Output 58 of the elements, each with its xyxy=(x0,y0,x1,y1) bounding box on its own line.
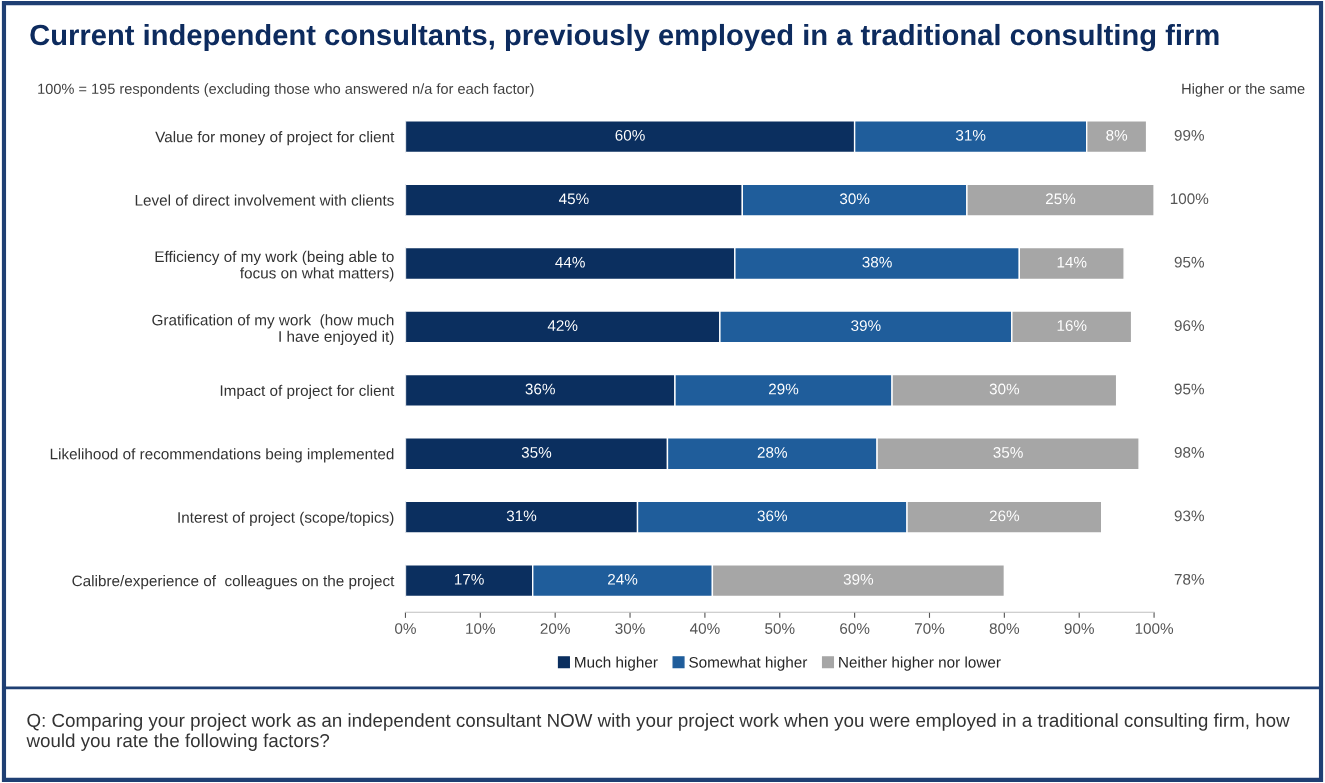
data-label: 29% xyxy=(768,383,799,395)
x-tick-label: 50% xyxy=(765,623,795,634)
y-tick-label: Gratification of my work (how much I have enjoyed it) xyxy=(152,314,394,345)
text: 96% xyxy=(1174,320,1205,331)
x-tick-label: 90% xyxy=(1064,623,1094,634)
text: 100% = 195 respondents (excluding those who answered n/a for each factor) xyxy=(38,83,534,97)
x-tick-label: 100% xyxy=(1135,623,1174,634)
text: 93% xyxy=(1174,510,1205,522)
data-label: 60% xyxy=(615,129,645,141)
y-tick-label: Interest of project (scope/topics) xyxy=(178,511,394,526)
legend-label: Somewhat higher xyxy=(689,656,808,671)
data-label: 26% xyxy=(989,510,1020,522)
x-tick-label: 0% xyxy=(395,623,416,634)
data-label: 30% xyxy=(839,193,870,205)
text: 95% xyxy=(1174,256,1205,268)
data-label: 45% xyxy=(558,193,589,205)
data-label: 16% xyxy=(1057,320,1087,331)
x-tick-label: 20% xyxy=(540,623,570,634)
data-label: 31% xyxy=(955,129,986,141)
x-tick-label: 70% xyxy=(914,623,945,634)
data-label: 14% xyxy=(1057,256,1087,268)
y-tick-label: Likelihood of recommendations being implemented xyxy=(50,448,394,463)
data-label: 24% xyxy=(608,573,638,585)
y-tick-label: Calibre/experience of colleagues on the project xyxy=(72,575,395,590)
text: 78% xyxy=(1174,573,1205,585)
data-label: 42% xyxy=(547,320,578,331)
x-tick-label: 10% xyxy=(466,623,496,634)
legend-label: Much higher xyxy=(575,656,658,671)
text: Q: Comparing your project work as an independent consultant NOW with your project work when you were employed in a traditional consulting firm, how would you rate the following factors? xyxy=(26,713,1290,751)
data-label: 30% xyxy=(989,383,1020,395)
data-label: 39% xyxy=(851,320,881,331)
y-tick-label: Impact of project for client xyxy=(220,384,395,400)
legend-label: Neither higher nor lower xyxy=(839,656,1001,671)
data-label: 36% xyxy=(757,510,788,522)
text: 98% xyxy=(1174,447,1205,458)
data-label: 8% xyxy=(1106,129,1128,141)
x-tick-label: 60% xyxy=(840,623,870,634)
y-tick-label: Efficiency of my work (being able to focus on what matters) xyxy=(155,250,394,282)
y-tick-label: Value for money of project for client xyxy=(155,131,395,146)
data-label: 17% xyxy=(454,573,484,585)
data-label: 39% xyxy=(843,573,874,585)
x-tick-label: 30% xyxy=(615,623,645,634)
text: Higher or the same xyxy=(1182,83,1305,97)
data-label: 28% xyxy=(757,447,788,458)
data-label: 25% xyxy=(1045,193,1076,205)
x-tick-label: 40% xyxy=(689,623,720,634)
data-label: 36% xyxy=(525,383,555,395)
text: 95% xyxy=(1174,383,1205,395)
chart-title: Current independent consultants, previously employed in a traditional consulting firm xyxy=(30,23,1219,52)
data-label: 38% xyxy=(862,256,892,268)
data-label: 31% xyxy=(506,510,537,522)
data-label: 35% xyxy=(521,447,552,458)
data-label: 35% xyxy=(993,447,1023,458)
x-tick-label: 80% xyxy=(989,623,1020,634)
text: 99% xyxy=(1174,129,1205,141)
data-label: 44% xyxy=(555,256,585,268)
text: 100% xyxy=(1170,193,1209,205)
y-tick-label: Level of direct involvement with clients xyxy=(135,194,394,206)
